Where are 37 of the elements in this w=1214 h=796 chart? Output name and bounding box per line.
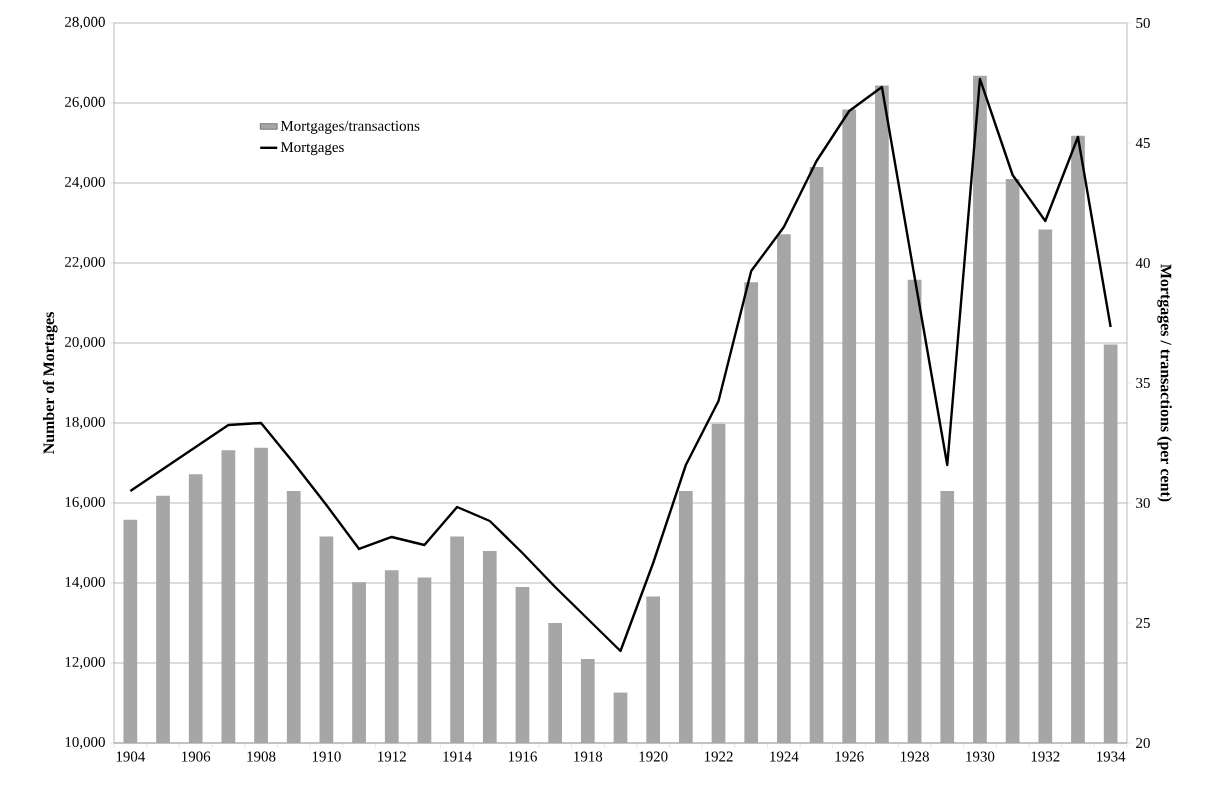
x-tick-label: 1908 — [247, 751, 276, 762]
x-tick-label: 1918 — [574, 751, 603, 762]
y2-tick-label: 35 — [1136, 377, 1150, 389]
y2-tick-label: 25 — [1136, 617, 1150, 629]
y2-axis-title: Mortgages / transactions (per cent) — [1157, 264, 1172, 502]
y2-tick-label: 50 — [1136, 17, 1150, 29]
y2-tick-label: 20 — [1136, 737, 1150, 749]
x-tick-label: 1910 — [312, 751, 341, 762]
y-tick-label: 20,000 — [65, 336, 105, 350]
y-tick-label: 18,000 — [65, 416, 105, 430]
x-tick-label: 1904 — [116, 751, 146, 762]
y-tick-label: 24,000 — [65, 176, 105, 190]
legend-label: Mortgages/transactions — [280, 120, 420, 134]
y-tick-label: 14,000 — [65, 576, 105, 590]
y-tick-label: 22,000 — [65, 256, 105, 270]
x-tick-label: 1916 — [508, 751, 537, 762]
x-tick-label: 1914 — [443, 751, 472, 762]
x-tick-label: 1924 — [770, 751, 799, 762]
y2-tick-label: 45 — [1135, 138, 1150, 148]
y2-tick-label: 30 — [1136, 497, 1150, 509]
x-tick-label: 1934 — [1097, 751, 1126, 762]
y-tick-label: 16,000 — [65, 496, 105, 510]
y-tick-label: 10,000 — [65, 736, 105, 750]
x-tick-label: 1928 — [900, 751, 929, 762]
y-tick-label: 28,000 — [65, 16, 105, 30]
x-tick-label: 1930 — [966, 751, 995, 762]
y-tick-label: 12,000 — [65, 656, 105, 670]
x-tick-label: 1920 — [639, 751, 668, 762]
x-tick-label: 1922 — [704, 751, 733, 762]
y2-tick-label: 40 — [1135, 257, 1150, 269]
y-axis-title: Number of Mortages — [42, 312, 58, 454]
x-tick-label: 1906 — [182, 751, 211, 762]
y-tick-label: 26,000 — [65, 96, 105, 110]
x-tick-label: 1926 — [835, 751, 864, 762]
legend-label: Mortgages — [280, 142, 344, 156]
x-tick-label: 1912 — [378, 751, 406, 762]
x-tick-label: 1932 — [1031, 751, 1060, 762]
